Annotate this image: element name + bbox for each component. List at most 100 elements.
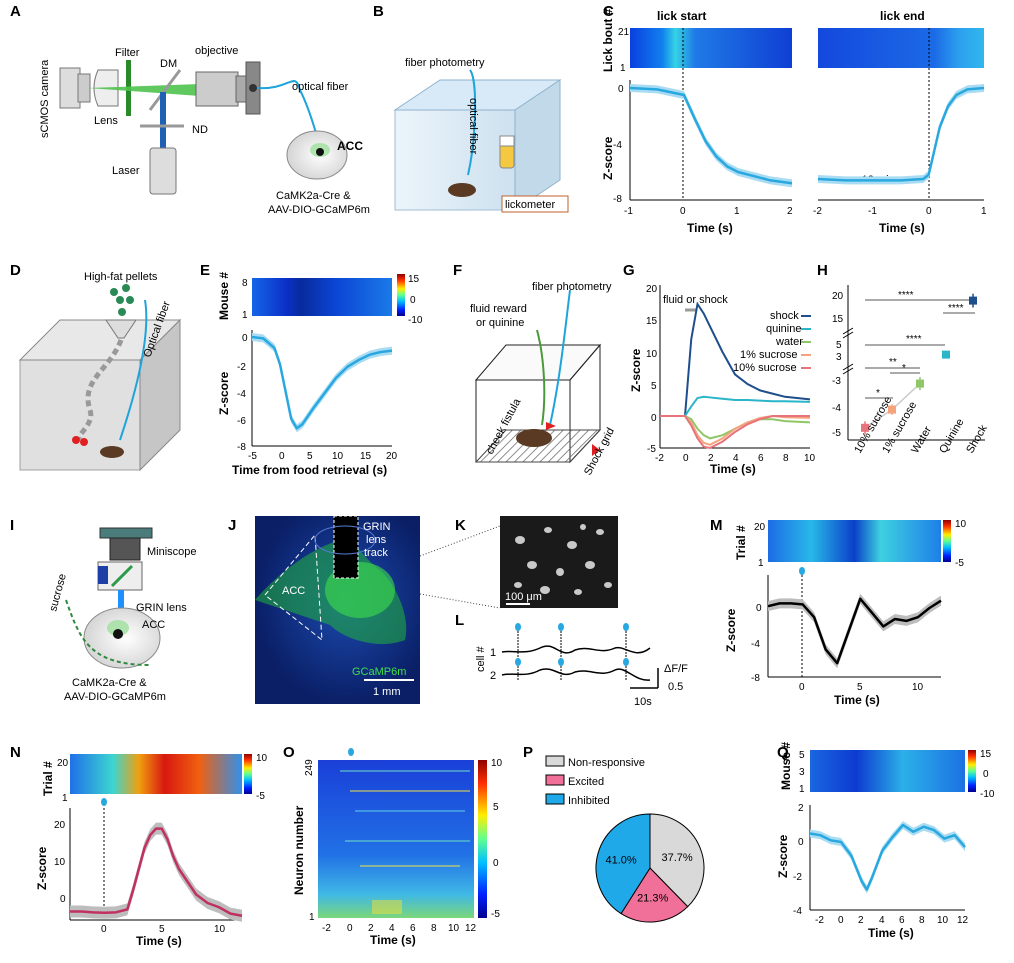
pie-slice-1 <box>620 867 689 923</box>
q-xtick: 0 <box>838 915 844 926</box>
q-xtick: 6 <box>899 915 905 926</box>
h-point <box>942 350 950 359</box>
pellet-tube <box>76 339 124 442</box>
cbar-tick: 15 <box>408 274 420 285</box>
o-xlabel: Time (s) <box>370 933 416 947</box>
n-ytick: 10 <box>54 857 66 868</box>
optical-fiber-label: optical fiber <box>467 98 479 155</box>
q-xtick: 12 <box>957 915 969 926</box>
o-ylabel: Neuron number <box>292 805 306 895</box>
acc-label: ACC <box>337 139 363 153</box>
g-xtick: 8 <box>783 453 789 464</box>
h-point <box>861 423 869 432</box>
panel-label-b: B <box>373 3 384 20</box>
heat-tick: 5 <box>799 750 805 761</box>
n-line <box>70 827 243 917</box>
o-xtick: 8 <box>431 923 437 934</box>
panel-d-diagram: High-fat pellets Optical fiber <box>18 271 182 472</box>
c-left-xlabel: Time (s) <box>687 221 733 235</box>
e-xtick: 20 <box>386 451 398 462</box>
heatmap-lick-start <box>630 28 792 68</box>
m-sem-band <box>768 593 941 669</box>
heatmap-n <box>70 754 242 794</box>
panel-label-j: J <box>228 517 236 534</box>
panel-k-fov: 100 μm <box>500 516 618 608</box>
h-ytick: 5 <box>836 340 842 351</box>
heatmap-q <box>810 750 965 792</box>
objective-label: objective <box>195 45 238 57</box>
h-ytick: -4 <box>832 403 841 414</box>
e-trace-group <box>251 333 393 433</box>
panel-i-diagram: Miniscope sucrose GRIN lens ACC CaMK2a-C… <box>47 527 197 703</box>
panel-m: 10 -5 Trial # 20 1 0 -4 -8 0 5 10 Z-scor… <box>724 519 967 707</box>
cbar-tick: -5 <box>491 909 500 920</box>
brain-icon <box>83 607 161 669</box>
cbar-tick: 10 <box>256 753 268 764</box>
laser-icon <box>149 147 177 195</box>
construct-line-2: AAV-DIO-GCaMP6m <box>64 691 166 703</box>
cell-number: 1 <box>490 647 496 659</box>
c-xtick: -1 <box>624 206 633 217</box>
c-ytick: 0 <box>618 84 624 95</box>
g-ytick: 10 <box>646 349 658 360</box>
scale-label: 1 mm <box>373 686 401 698</box>
q-xlabel: Time (s) <box>868 926 914 940</box>
lens-label: Lens <box>94 115 118 127</box>
pellets-label: High-fat pellets <box>84 271 158 283</box>
g-series-2 <box>660 415 811 440</box>
camera-body <box>59 67 81 109</box>
h-category: Quinine <box>937 417 966 456</box>
o-xtick: 4 <box>389 923 395 934</box>
heatmap-o <box>318 760 474 918</box>
colorbar-o <box>478 760 487 918</box>
n-ytick: 20 <box>54 820 66 831</box>
lick-start-title: lick start <box>657 9 706 23</box>
camera-label: sCMOS camera <box>39 59 51 138</box>
lick-end-title: lick end <box>880 9 925 23</box>
cbar-tick: -5 <box>955 558 964 569</box>
cbar-tick: 0 <box>983 769 989 780</box>
h-point <box>888 405 896 414</box>
construct-line-2: AAV-DIO-GCaMP6m <box>268 204 370 216</box>
funnel-icon <box>105 319 137 339</box>
panel-o: 10 5 0 -5 249 1 Neuron number -2 0 2 4 6… <box>292 748 503 947</box>
g-ytick: 0 <box>651 413 657 424</box>
panel-label-n: N <box>10 744 21 761</box>
c-ylabel: Z-score <box>601 136 615 180</box>
cbar-tick: 15 <box>980 749 992 760</box>
q-ylabel: Z-score <box>776 834 790 878</box>
panel-b-lickometer-diagram: fiber photometry optical fiber lickomete… <box>393 57 569 213</box>
c-left-line <box>629 86 793 185</box>
e-ytick: 0 <box>242 333 248 344</box>
heatmap-m <box>768 520 941 562</box>
g-xtick: 0 <box>683 453 689 464</box>
grin-label: GRIN lens <box>136 602 187 614</box>
o-xtick: -2 <box>322 923 331 934</box>
pie-slice-0 <box>649 813 705 908</box>
panel-label-g: G <box>623 262 635 279</box>
g-xtick: 6 <box>758 453 764 464</box>
heat-tick: 1 <box>242 310 248 321</box>
cbar-tick: 0 <box>410 295 416 306</box>
h-point <box>916 379 924 388</box>
cbar-tick: 0 <box>493 858 499 869</box>
q-xtick: 8 <box>919 915 925 926</box>
q-line <box>809 823 966 891</box>
heatmap-e <box>252 278 392 316</box>
h-ytick: 15 <box>832 314 844 325</box>
q-xtick: 2 <box>858 915 864 926</box>
lens-track <box>333 515 359 579</box>
sig-marker: * <box>876 388 880 399</box>
acc-region-label: ACC <box>282 585 305 597</box>
c-left-trace-group <box>629 84 793 188</box>
g-annotation: fluid or shock <box>663 294 728 306</box>
panel-label-f: F <box>453 262 462 279</box>
heat-tick: 1 <box>758 558 764 569</box>
q-xtick: 4 <box>879 915 885 926</box>
sucrose-label: sucrose <box>47 572 69 612</box>
c-right-xlabel: Time (s) <box>879 221 925 235</box>
m-xtick: 5 <box>857 682 863 693</box>
h-significance: **** **** **** ** * * <box>865 290 975 399</box>
c-ytick: -8 <box>613 194 622 205</box>
optical-fiber-line <box>257 80 319 141</box>
